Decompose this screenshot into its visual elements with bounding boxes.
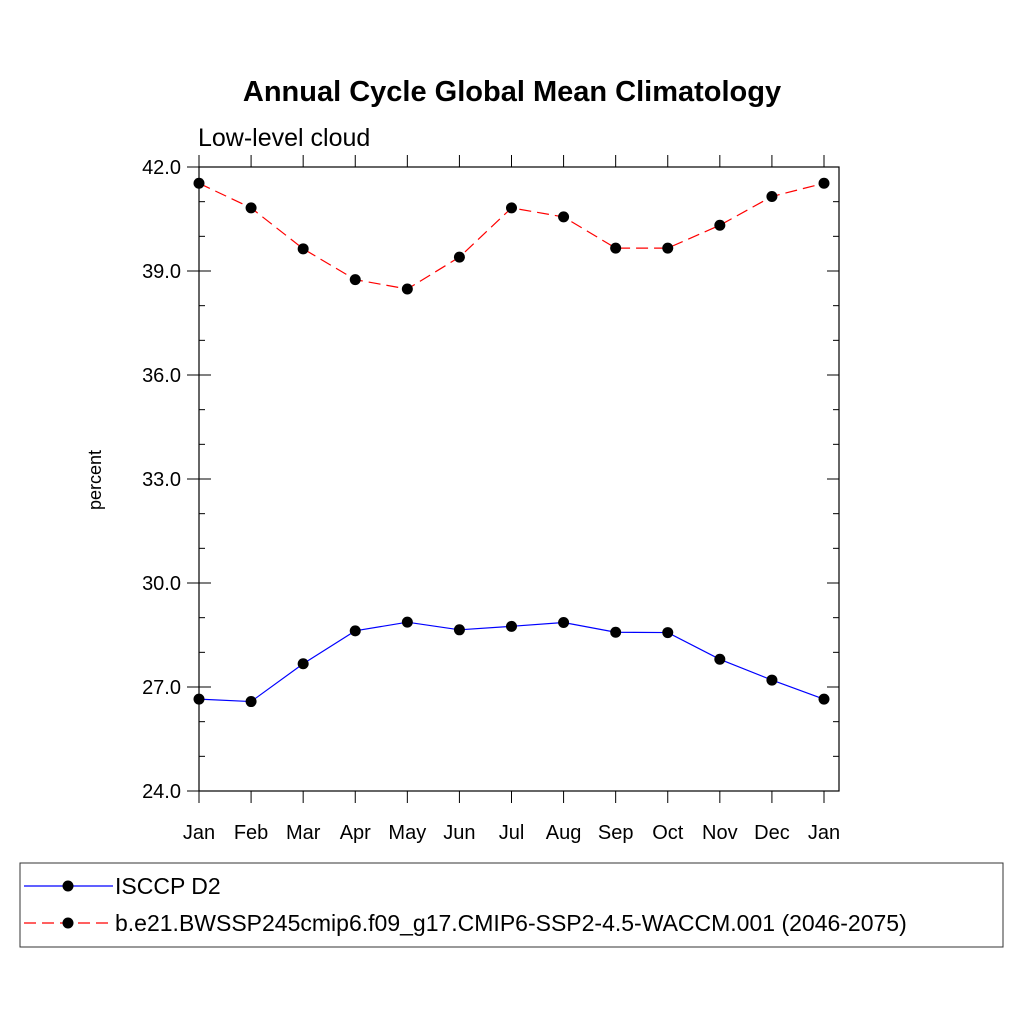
legend-label-1: b.e21.BWSSP245cmip6.f09_g17.CMIP6-SSP2-4… (115, 910, 907, 936)
x-tick-label: Feb (234, 822, 268, 844)
data-point (401, 283, 413, 295)
x-tick-label: Jan (183, 822, 215, 844)
x-tick-label: Mar (286, 822, 321, 844)
x-tick-label: Oct (652, 822, 684, 844)
y-tick-label: 27.0 (142, 677, 181, 699)
x-tick-label: Dec (754, 822, 790, 844)
legend (19, 862, 1004, 948)
data-point (453, 624, 465, 636)
data-point (401, 616, 413, 628)
data-point (714, 219, 726, 231)
data-point (506, 202, 517, 214)
data-point (506, 620, 517, 632)
series-layer (193, 177, 830, 708)
series-line-1 (198, 182, 825, 290)
plot-area (198, 166, 840, 792)
data-point (193, 177, 205, 189)
chart-subtitle: Low-level cloud (198, 124, 370, 152)
data-point (453, 251, 465, 263)
data-point (297, 658, 309, 670)
y-tick-label: 42.0 (142, 157, 181, 179)
data-point (193, 693, 205, 705)
data-point (714, 653, 726, 665)
data-point (610, 626, 622, 638)
axis-ticks: 24.0 27.0 30.0 33.0 36.0 39.0 42.0 Jan Feb Mar Apr… (142, 155, 840, 844)
data-point (766, 674, 778, 686)
data-point (766, 190, 778, 202)
x-tick-label: Nov (702, 822, 738, 844)
y-tick-label: 33.0 (142, 469, 181, 491)
x-tick-label: Aug (546, 822, 582, 844)
data-point (297, 243, 309, 255)
data-point (245, 202, 257, 214)
y-tick-label: 24.0 (142, 781, 181, 803)
y-axis-label: percent (85, 450, 105, 510)
x-tick-label: Jun (443, 822, 475, 844)
data-point (349, 625, 361, 637)
data-point (818, 177, 830, 189)
legend-marker (62, 880, 74, 892)
legend-items: ISCCP D2 b.e21.BWSSP245cmip6.f09_g17.CMIP… (24, 873, 907, 936)
data-point (349, 274, 361, 286)
x-tick-label: Apr (340, 822, 371, 844)
data-point (558, 617, 570, 629)
data-point (245, 696, 257, 708)
data-point (818, 693, 830, 705)
y-tick-label: 36.0 (142, 365, 181, 387)
data-point (610, 242, 622, 254)
data-point (662, 242, 674, 254)
x-tick-label: Sep (598, 822, 634, 844)
data-point (558, 211, 570, 223)
x-tick-label: Jul (499, 822, 525, 844)
x-tick-label: Jan (808, 822, 840, 844)
y-tick-label: 30.0 (142, 573, 181, 595)
series-line-0 (198, 621, 825, 703)
data-point (662, 627, 674, 639)
legend-marker (62, 917, 74, 929)
y-tick-label: 39.0 (142, 261, 181, 283)
x-tick-label: May (388, 822, 426, 844)
chart-title: Annual Cycle Global Mean Climatology (243, 76, 781, 108)
legend-label-0: ISCCP D2 (115, 873, 221, 899)
